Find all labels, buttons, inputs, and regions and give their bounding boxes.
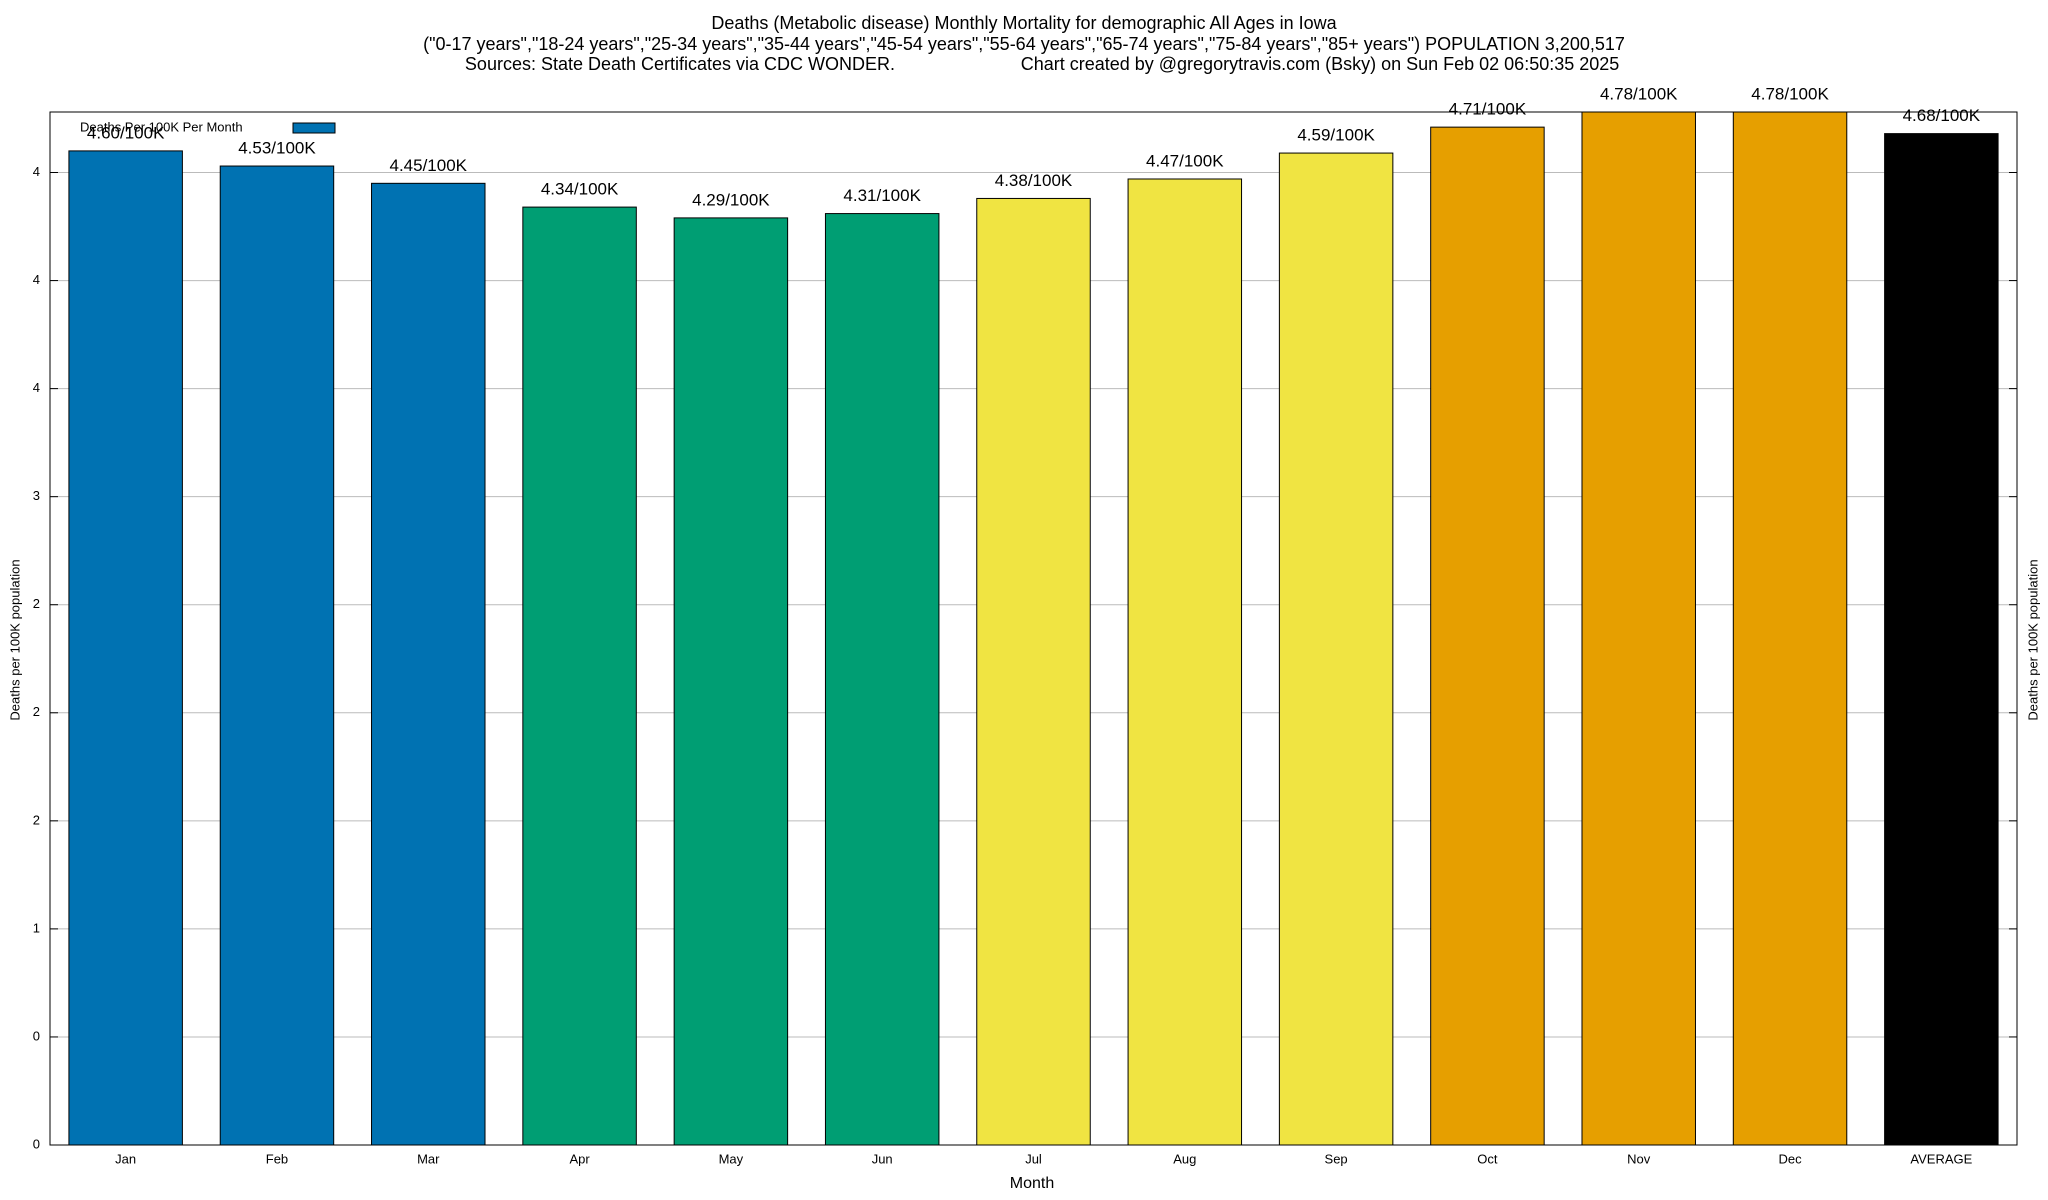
chart-source: Sources: State Death Certificates via CD… xyxy=(465,54,895,74)
bar xyxy=(1732,111,1848,1146)
value-label: 4.45/100K xyxy=(390,156,468,175)
bar xyxy=(976,197,1091,1146)
x-tick-label: Jun xyxy=(872,1151,893,1166)
y-tick-label: 1 xyxy=(33,920,40,935)
bar xyxy=(371,182,486,1146)
value-label: 4.68/100K xyxy=(1903,106,1981,125)
legend-swatch xyxy=(292,122,336,134)
y-tick-label: 4 xyxy=(33,272,40,287)
value-label: 4.59/100K xyxy=(1297,126,1375,145)
y-axis-label: Deaths per 100K population xyxy=(7,559,22,720)
bar xyxy=(219,165,335,1146)
y-tick-label: 2 xyxy=(33,704,40,719)
value-label: 4.60/100K xyxy=(87,123,165,142)
x-tick-label: May xyxy=(719,1151,744,1166)
value-label: 4.78/100K xyxy=(1751,84,1829,103)
bar xyxy=(522,206,637,1146)
bar xyxy=(1430,126,1545,1146)
x-tick-label: AVERAGE xyxy=(1910,1151,1972,1166)
value-label: 4.31/100K xyxy=(843,186,921,205)
value-label: 4.71/100K xyxy=(1449,100,1527,119)
x-tick-label: Aug xyxy=(1173,1151,1196,1166)
bar xyxy=(1278,152,1394,1146)
x-tick-label: Jul xyxy=(1025,1151,1042,1166)
y-tick-label: 3 xyxy=(33,488,40,503)
value-label: 4.29/100K xyxy=(692,190,770,209)
bar xyxy=(673,217,789,1146)
x-tick-label: Nov xyxy=(1627,1151,1651,1166)
chart-subtitle: ("0-17 years","18-24 years","25-34 years… xyxy=(423,34,1625,54)
chart-title: Deaths (Metabolic disease) Monthly Morta… xyxy=(711,13,1337,33)
value-label: 4.78/100K xyxy=(1600,84,1678,103)
bar xyxy=(68,150,183,1146)
y-tick-label: 0 xyxy=(33,1136,40,1151)
x-tick-label: Sep xyxy=(1325,1151,1348,1166)
x-tick-label: Dec xyxy=(1778,1151,1802,1166)
y-tick-label: 4 xyxy=(33,380,40,395)
bar xyxy=(1884,133,1999,1146)
x-axis-label: Month xyxy=(1010,1175,1054,1192)
y2-axis-label: Deaths per 100K population xyxy=(2025,559,2040,720)
legend-label: Deaths Per 100K Per Month xyxy=(80,119,243,134)
x-tick-label: Oct xyxy=(1477,1151,1498,1166)
bar xyxy=(1581,111,1696,1146)
chart-credit: Chart created by @gregorytravis.com (Bsk… xyxy=(1021,54,1620,74)
x-tick-label: Apr xyxy=(569,1151,590,1166)
x-tick-label: Jan xyxy=(115,1151,136,1166)
y-tick-label: 2 xyxy=(33,812,40,827)
value-label: 4.38/100K xyxy=(995,171,1073,190)
x-tick-label: Feb xyxy=(266,1151,288,1166)
y-tick-label: 4 xyxy=(33,164,40,179)
y-tick-label: 2 xyxy=(33,596,40,611)
y-tick-label: 0 xyxy=(33,1028,40,1043)
bar xyxy=(1127,178,1243,1146)
value-label: 4.53/100K xyxy=(238,139,316,158)
value-label: 4.34/100K xyxy=(541,180,619,199)
x-tick-label: Mar xyxy=(417,1151,440,1166)
value-label: 4.47/100K xyxy=(1146,151,1224,170)
bar xyxy=(824,213,940,1146)
